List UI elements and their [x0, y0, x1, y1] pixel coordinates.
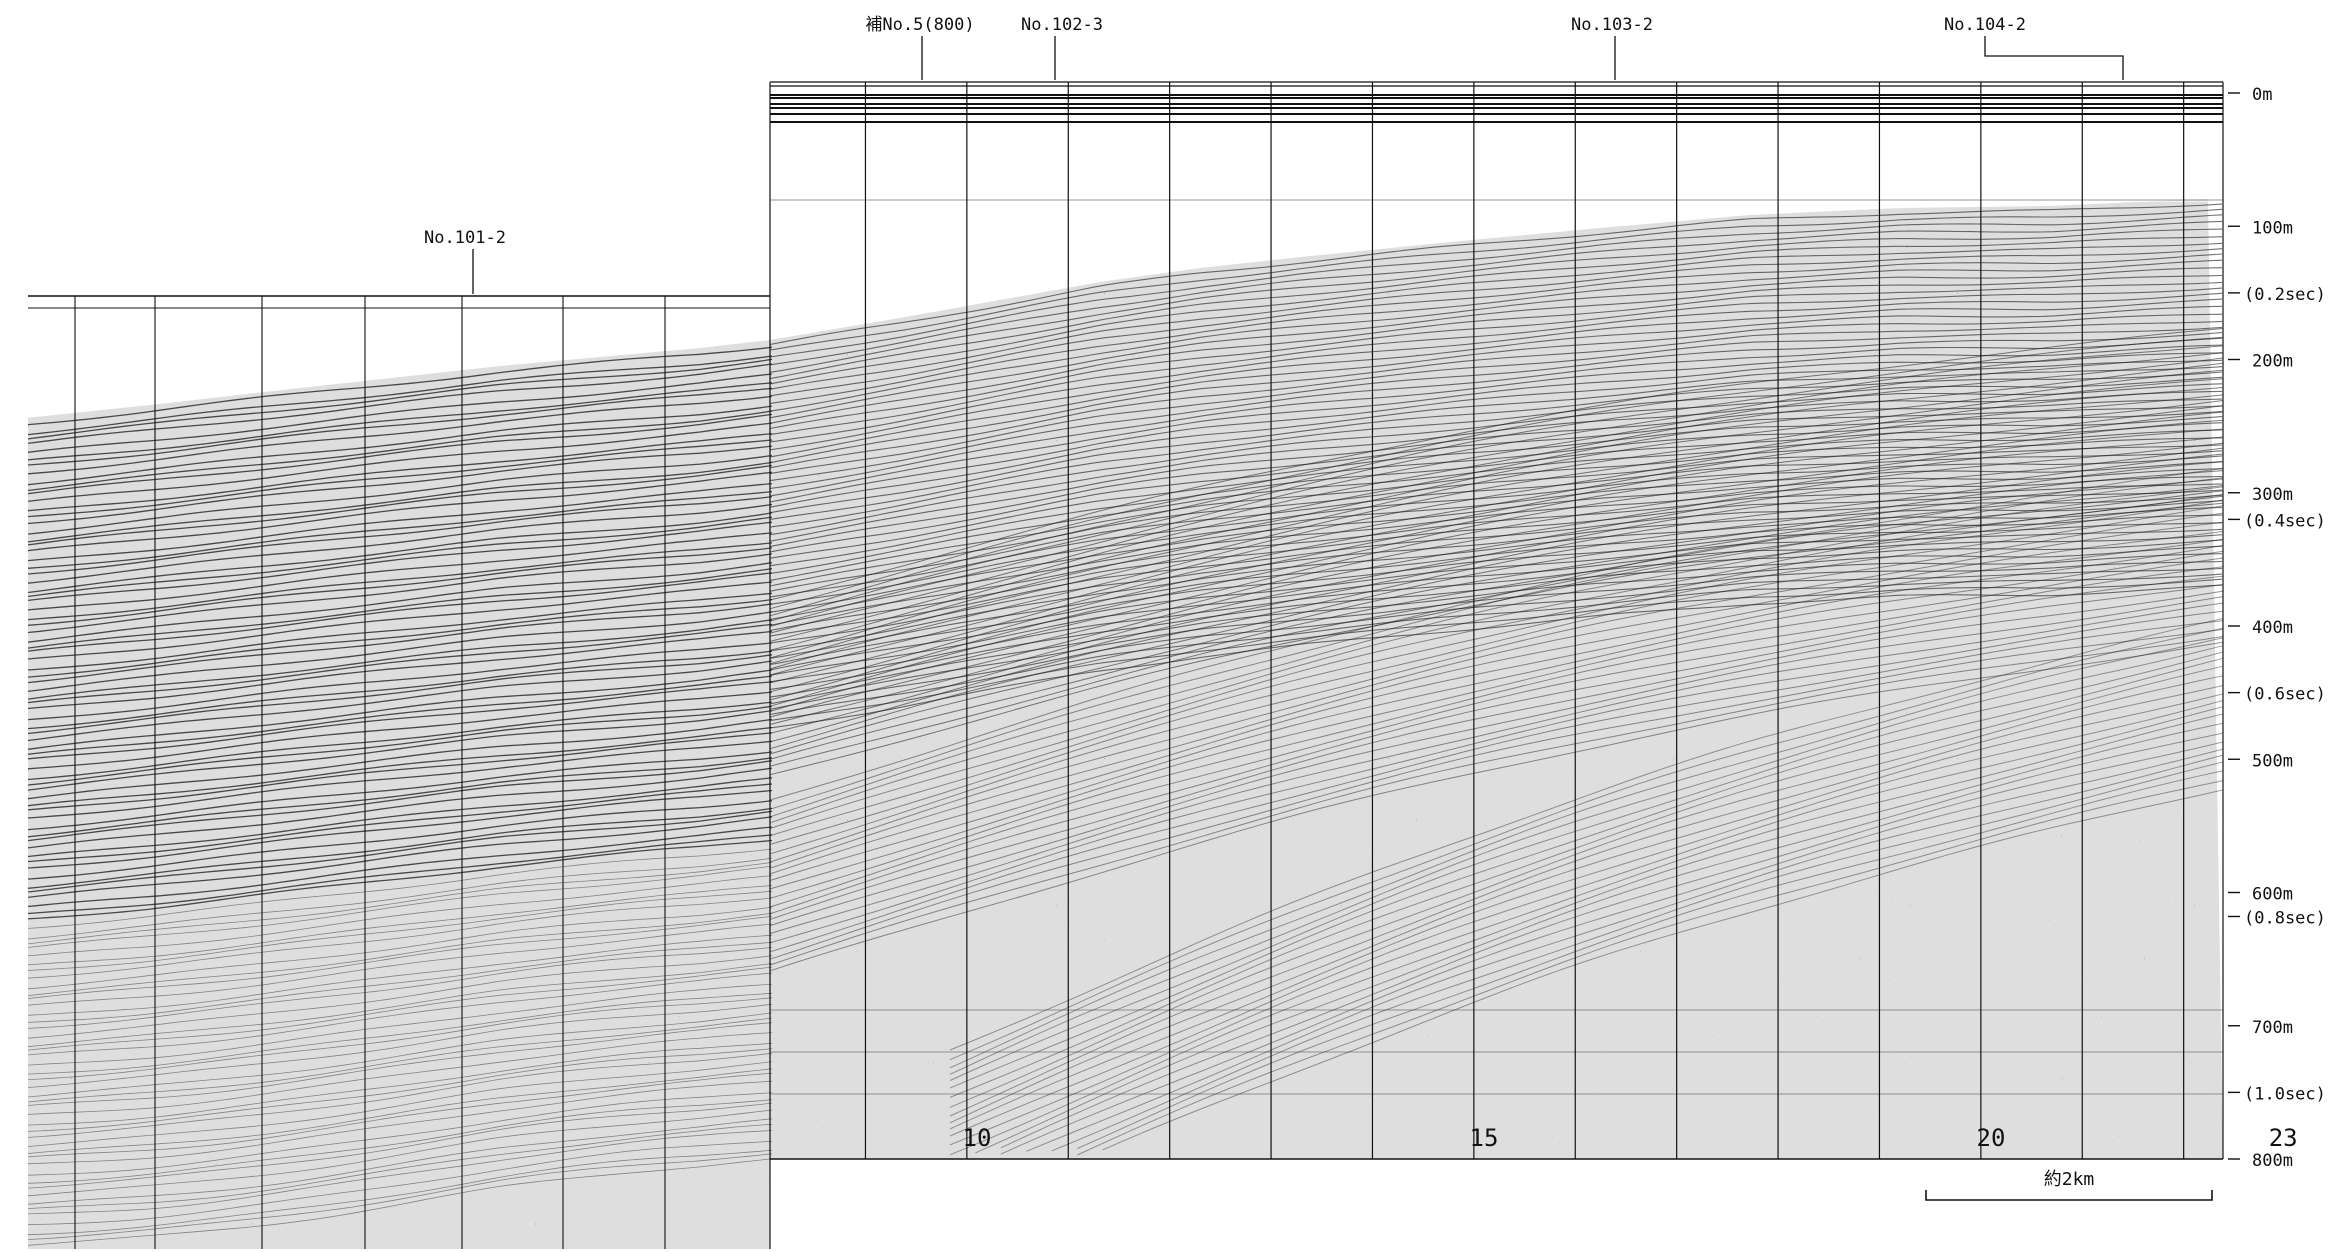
- well-label: No.101-2: [424, 228, 506, 248]
- two-way-time-label: (0.2sec): [2244, 285, 2326, 305]
- depth-label: 700m: [2252, 1018, 2293, 1038]
- trace-number-label: 10: [963, 1124, 992, 1152]
- trace-number-label: 15: [1470, 1124, 1499, 1152]
- depth-label: 0m: [2252, 85, 2272, 105]
- two-way-time-label: (0.4sec): [2244, 511, 2326, 531]
- depth-label: 300m: [2252, 485, 2293, 505]
- trace-number-label: 23: [2269, 1124, 2298, 1152]
- water-speckle-left: [28, 296, 770, 436]
- two-way-time-label: (0.6sec): [2244, 685, 2326, 705]
- depth-label: 800m: [2252, 1151, 2293, 1171]
- well-label: 補No.5(800): [865, 15, 974, 35]
- scale-bar: 約2km: [1925, 1169, 2213, 1201]
- depth-label: 600m: [2252, 885, 2293, 905]
- reflectors-left: [27, 346, 773, 1246]
- water-top-cover: [770, 82, 2223, 202]
- trace-number-label: 20: [1977, 1124, 2006, 1152]
- depth-label: 200m: [2252, 352, 2293, 372]
- depth-label: 100m: [2252, 218, 2293, 238]
- well-leader-line: [1984, 36, 2124, 80]
- well-label: No.102-3: [1021, 15, 1103, 35]
- section-frame: [28, 81, 2224, 1249]
- frame-lines: [28, 81, 2224, 1249]
- well-label: No.103-2: [1571, 15, 1653, 35]
- well-label: No.104-2: [1944, 15, 2026, 35]
- scale-bar-label: 約2km: [2044, 1169, 2095, 1190]
- depth-label: 400m: [2252, 618, 2293, 638]
- seismic-reflectors: [27, 203, 2224, 1246]
- two-way-time-label: (1.0sec): [2244, 1084, 2326, 1104]
- reflectors-right: [769, 203, 2224, 1156]
- two-way-time-label: (0.8sec): [2244, 908, 2326, 928]
- scale-bar-line: [1925, 1190, 2213, 1201]
- depth-label: 500m: [2252, 751, 2293, 771]
- well-markers: 補No.5(800) No.102-3 No.103-2 No.104-2 No.101…: [424, 15, 2124, 294]
- trace-number-axis: 10 15 20 23: [963, 1124, 2298, 1152]
- depth-scale: 0m 100m (0.2sec) 200m 300m (0.4sec) 400m (0.6se…: [2228, 85, 2326, 1171]
